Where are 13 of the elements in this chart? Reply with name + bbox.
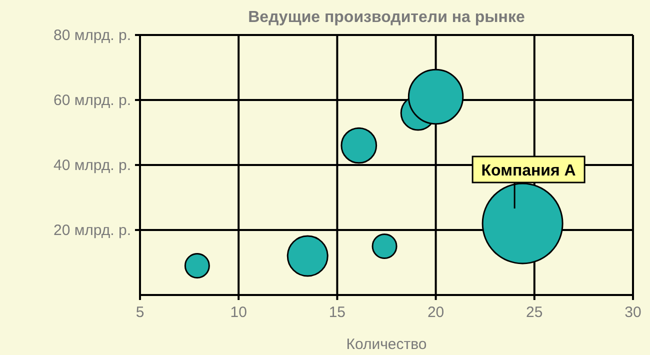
x-tick-label: 15 [328, 304, 346, 321]
x-tick-label: 25 [526, 304, 543, 321]
annotation: Компания А [481, 162, 576, 180]
y-tick-label: 20 млрд. р. [53, 222, 131, 239]
y-tick-label: 80 млрд. р. [53, 27, 131, 44]
y-tick-label: 60 млрд. р. [53, 92, 131, 109]
x-tick-label: 10 [230, 304, 247, 321]
y-tick-label: 40 млрд. р. [53, 157, 131, 174]
x-tick-label: 20 [427, 304, 444, 321]
x-axis-title: Количество [346, 336, 427, 353]
x-tick-label: 30 [624, 304, 642, 321]
chart-title: Ведущие производители на рынке [248, 9, 525, 26]
x-tick-label: 5 [136, 304, 144, 321]
